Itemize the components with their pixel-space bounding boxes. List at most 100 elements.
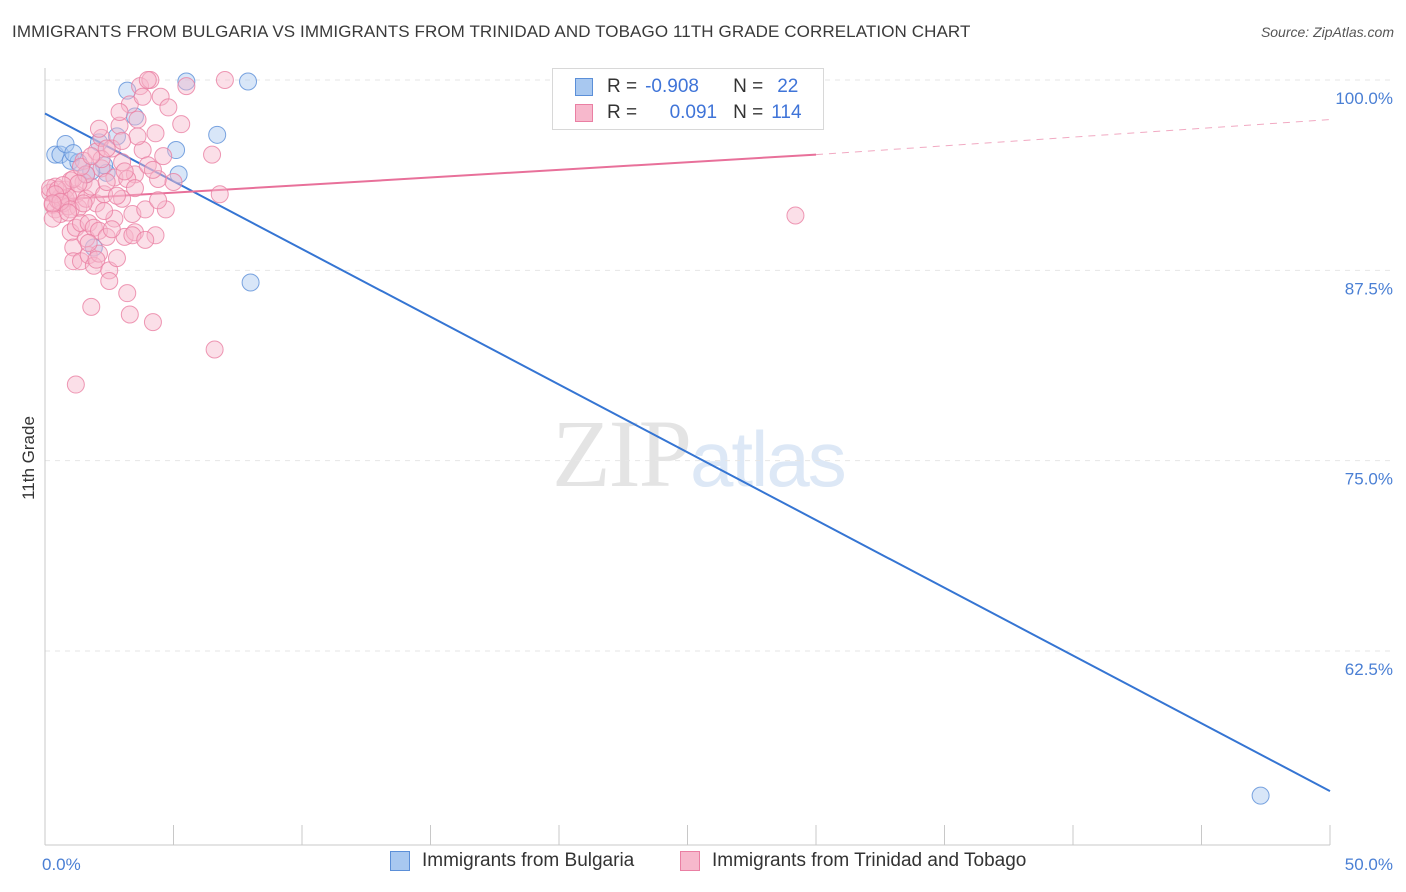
data-point-trinidad — [92, 150, 111, 169]
trend-layer — [44, 112, 1331, 792]
trend-line-trinidad — [44, 153, 817, 202]
data-point-trinidad — [125, 223, 144, 242]
data-point-bulgaria — [177, 72, 196, 91]
data-point-trinidad — [118, 284, 137, 303]
chart-source: Source: ZipAtlas.com — [1260, 24, 1394, 40]
legend-n-value: 22 — [777, 76, 799, 97]
trend-line-bulgaria — [44, 112, 1331, 792]
legend-label-bulgaria: Immigrants from Bulgaria — [422, 850, 635, 871]
y-tick-label: 87.5% — [1345, 279, 1393, 298]
y-tick-label: 75.0% — [1345, 470, 1393, 489]
data-point-trinidad — [107, 186, 126, 205]
legend-n-value: 114 — [771, 102, 802, 123]
data-point-trinidad — [154, 147, 173, 166]
data-point-trinidad — [110, 102, 129, 121]
data-point-trinidad — [66, 375, 85, 394]
data-point-trinidad — [79, 233, 98, 252]
data-point-trinidad — [203, 145, 222, 164]
data-point-trinidad — [120, 305, 139, 324]
legend-row-trinidad: R = 0.091 N = 114 — [575, 101, 802, 125]
data-point-trinidad — [159, 98, 178, 117]
data-point-trinidad — [92, 159, 111, 178]
data-point-trinidad — [110, 116, 129, 135]
legend-r-key: R = — [607, 102, 638, 123]
legend-row-bulgaria: R = -0.908 N = 22 — [575, 75, 798, 99]
x-tick-label: 50.0% — [1345, 855, 1393, 874]
point-layer — [41, 71, 1270, 805]
watermark-atlas: atlas — [690, 415, 847, 503]
legend-r-value: -0.908 — [645, 76, 699, 97]
data-point-trinidad — [43, 209, 62, 228]
data-point-trinidad — [113, 131, 132, 150]
data-point-trinidad — [100, 271, 119, 290]
data-point-trinidad — [95, 201, 114, 220]
data-point-trinidad — [149, 169, 168, 188]
y-tick-label: 100.0% — [1335, 89, 1393, 108]
data-point-trinidad — [125, 179, 144, 198]
data-point-trinidad — [143, 160, 162, 179]
data-point-trinidad — [64, 252, 83, 271]
data-point-trinidad — [102, 220, 121, 239]
data-point-trinidad — [786, 206, 805, 225]
legend-label-trinidad: Immigrants from Trinidad and Tobago — [712, 850, 1027, 871]
label-layer: 100.0% 87.5% 75.0% 62.5% 0.0% 50.0% 11th Grade — [19, 89, 1393, 874]
data-point-trinidad — [97, 173, 116, 192]
legend-swatch-blue — [390, 851, 410, 871]
data-point-trinidad — [82, 297, 101, 316]
data-point-trinidad — [87, 250, 106, 269]
data-point-bulgaria — [239, 72, 258, 91]
data-point-bulgaria — [56, 134, 75, 153]
y-axis-title: 11th Grade — [19, 416, 38, 500]
data-point-bulgaria — [82, 162, 101, 181]
data-point-trinidad — [43, 194, 62, 213]
data-point-trinidad — [59, 203, 78, 222]
data-point-trinidad — [115, 162, 134, 181]
data-point-trinidad — [107, 249, 126, 268]
data-point-trinidad — [89, 119, 108, 138]
data-point-trinidad — [82, 147, 101, 166]
grid-layer — [45, 79, 1392, 652]
trend-line-trinidad-extension — [815, 119, 1331, 156]
data-point-trinidad — [205, 340, 224, 359]
legend-swatch-pink — [575, 104, 593, 122]
legend-item-trinidad: Immigrants from Trinidad and Tobago — [680, 850, 1026, 872]
data-point-trinidad — [128, 110, 147, 129]
data-point-bulgaria — [64, 144, 83, 163]
data-point-trinidad — [172, 115, 191, 134]
data-point-trinidad — [128, 127, 147, 146]
data-point-trinidad — [143, 313, 162, 332]
data-point-trinidad — [177, 77, 196, 96]
data-point-bulgaria — [51, 145, 70, 164]
data-point-trinidad — [113, 189, 132, 208]
data-point-trinidad — [136, 200, 155, 219]
data-point-trinidad — [138, 71, 157, 89]
legend-r-key: R = — [607, 76, 638, 97]
y-tick-label: 62.5% — [1345, 660, 1393, 679]
data-point-trinidad — [87, 194, 106, 213]
legend-swatch-pink — [680, 851, 700, 871]
stats-legend: R = -0.908 N = 22 R = 0.091 N = 114 — [552, 68, 824, 130]
data-point-trinidad — [210, 185, 229, 204]
data-point-bulgaria — [1251, 786, 1270, 805]
data-point-trinidad — [97, 139, 116, 158]
data-point-trinidad — [74, 194, 93, 213]
legend-r-value: 0.091 — [669, 102, 718, 123]
legend-item-bulgaria: Immigrants from Bulgaria — [390, 850, 634, 872]
series-legend: Immigrants from Bulgaria Immigrants from… — [0, 850, 1406, 878]
data-point-trinidad — [156, 200, 175, 219]
chart-title: IMMIGRANTS FROM BULGARIA VS IMMIGRANTS F… — [12, 22, 971, 41]
x-tick-label: 0.0% — [42, 855, 81, 874]
data-point-trinidad — [151, 87, 170, 106]
data-point-trinidad — [136, 230, 155, 249]
data-point-trinidad — [149, 191, 168, 210]
data-point-trinidad — [69, 174, 88, 193]
data-point-trinidad — [164, 173, 183, 192]
data-point-bulgaria — [208, 125, 227, 144]
data-point-trinidad — [133, 87, 152, 106]
legend-n-key: N = — [733, 102, 764, 123]
data-point-trinidad — [146, 124, 165, 143]
data-point-trinidad — [215, 71, 234, 89]
legend-swatch-blue — [575, 78, 593, 96]
data-point-trinidad — [51, 192, 70, 211]
legend-n-key: N = — [733, 76, 764, 97]
